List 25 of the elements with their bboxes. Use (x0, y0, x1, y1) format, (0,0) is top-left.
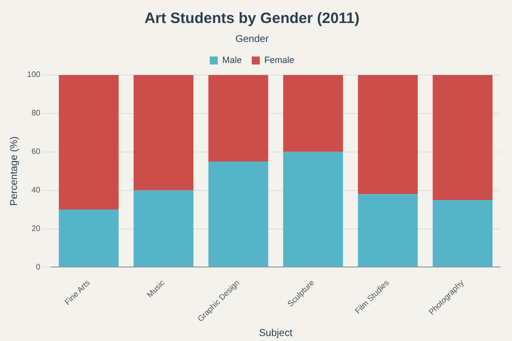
bar (208, 162, 268, 267)
chart-title: Art Students by Gender (2011) (144, 10, 360, 28)
y-tick-label: 80 (31, 108, 41, 118)
bar (283, 152, 343, 267)
bar (432, 200, 493, 267)
bar (432, 75, 493, 200)
legend-label: Male (222, 54, 242, 65)
y-tick-label: 20 (31, 224, 41, 233)
bar (358, 75, 418, 194)
bar (358, 194, 418, 267)
bar (134, 190, 194, 267)
x-tick-label: Fine Arts (63, 278, 92, 307)
bar (283, 75, 343, 152)
legend-title: Gender (235, 34, 270, 45)
bar (134, 75, 194, 190)
y-tick-label: 0 (36, 262, 41, 272)
bar (208, 75, 268, 162)
y-tick-label: 100 (26, 70, 41, 80)
x-axis-title: Subject (258, 328, 293, 339)
y-tick-label: 40 (31, 186, 41, 195)
y-axis-title: Percentage (%) (8, 136, 20, 206)
bar (58, 75, 119, 210)
y-tick-label: 60 (31, 147, 41, 156)
legend-label: Female (264, 54, 294, 65)
bar (58, 210, 119, 267)
